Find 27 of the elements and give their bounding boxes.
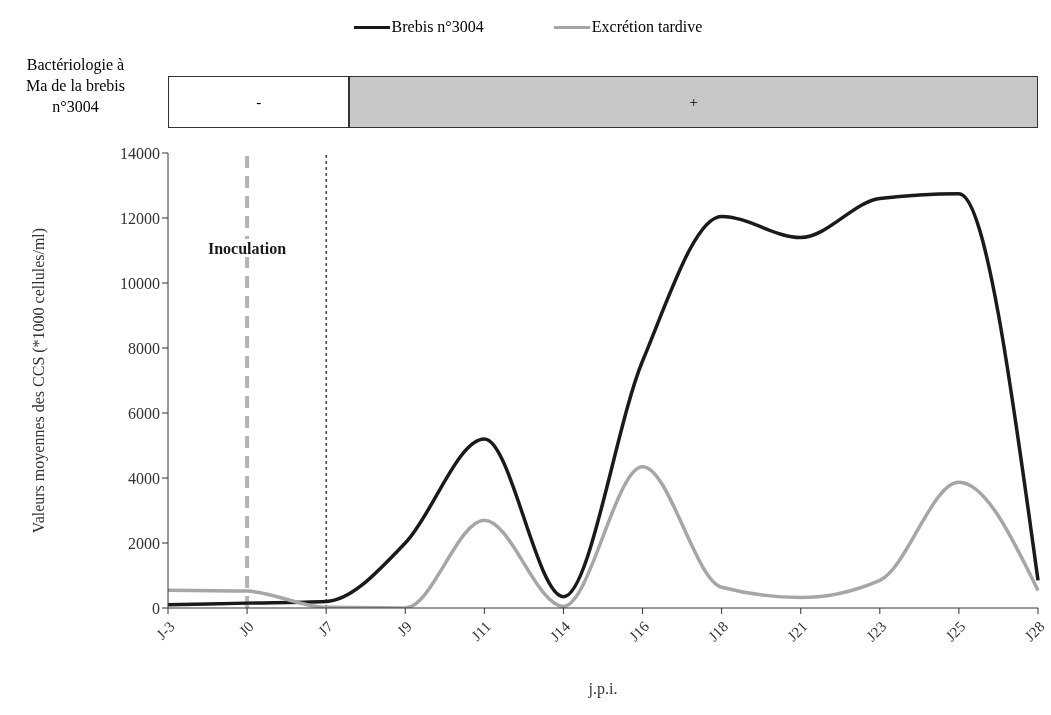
x-tick-label: J-3 [153, 618, 178, 643]
ref-line-label: Inoculation [207, 240, 287, 258]
x-tick-label: J16 [626, 617, 653, 645]
y-tick-label: 14000 [120, 144, 160, 162]
x-tick-label: J0 [235, 618, 257, 640]
legend-label: Excrétion tardive [591, 18, 703, 36]
y-axis-title: Valeurs moyennes des CCS (*1000 cellules/ml) [29, 227, 48, 534]
y-tick-label: 8000 [128, 339, 160, 357]
y-tick-label: 0 [152, 599, 160, 617]
x-tick-label: J9 [394, 618, 415, 640]
x-tick-label: J21 [784, 618, 811, 645]
x-axis-title: j.p.i. [587, 680, 618, 698]
x-tick-label: J11 [468, 618, 495, 644]
x-tick-label: J14 [547, 617, 574, 645]
status-strip: - + [168, 76, 1038, 128]
y-tick-label: 6000 [128, 404, 160, 422]
x-tick-label: J28 [1021, 618, 1048, 645]
x-tick-label: J7 [315, 617, 337, 640]
y-tick-label: 4000 [128, 469, 160, 487]
x-tick-label: J18 [705, 618, 732, 645]
x-tick-label: J23 [863, 618, 890, 645]
text: Bactériologie à Ma de la brebis n°3004 [24, 55, 127, 117]
y-tick-label: 12000 [120, 209, 160, 227]
legend-label: Brebis n°3004 [391, 18, 484, 36]
y-tick-label: 2000 [128, 534, 160, 552]
x-tick-label: J25 [942, 618, 969, 645]
y-tick-label: 10000 [120, 274, 160, 292]
